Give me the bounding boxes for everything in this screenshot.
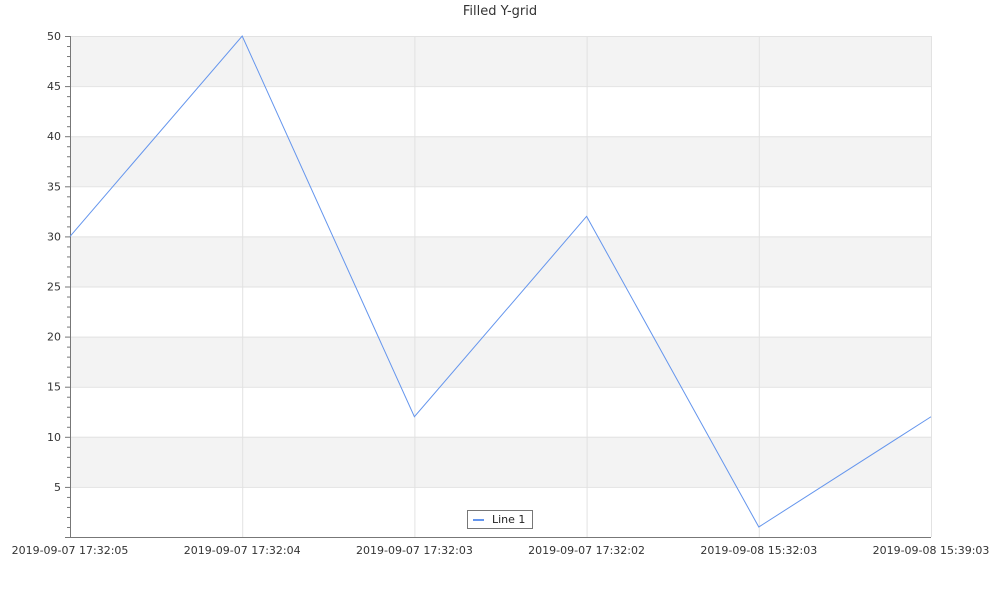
y-tick-label: 30	[47, 230, 61, 243]
y-tick-label: 20	[47, 331, 61, 344]
y-tick-label: 35	[47, 180, 61, 193]
x-tick-label: 2019-09-08 15:39:03	[873, 544, 990, 557]
grid-band	[70, 236, 931, 287]
y-tick-label: 40	[47, 130, 61, 143]
y-tick-label: 5	[54, 481, 61, 494]
grid-band	[70, 336, 931, 387]
y-tick-label: 45	[47, 80, 61, 93]
x-tick-label: 2019-09-07 17:32:05	[12, 544, 129, 557]
grid-band	[70, 36, 931, 87]
x-tick-label: 2019-09-07 17:32:02	[528, 544, 645, 557]
y-tick-label: 10	[47, 431, 61, 444]
x-tick-label: 2019-09-08 15:32:03	[700, 544, 817, 557]
x-tick-label: 2019-09-07 17:32:03	[356, 544, 473, 557]
y-tick-label: 50	[47, 30, 61, 43]
grid-band	[70, 136, 931, 187]
legend: Line 1	[467, 510, 533, 529]
legend-swatch	[473, 518, 484, 521]
series-line	[69, 35, 932, 528]
y-tick-label: 25	[47, 281, 61, 294]
x-tick-label: 2019-09-07 17:32:04	[184, 544, 301, 557]
grid-band	[70, 436, 931, 487]
y-tick-label: 15	[47, 381, 61, 394]
chart-title: Filled Y-grid	[462, 4, 538, 19]
legend-label: Line 1	[492, 513, 526, 526]
